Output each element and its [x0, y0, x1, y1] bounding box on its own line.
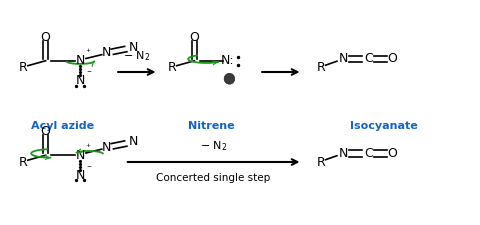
- Text: O: O: [388, 52, 397, 65]
- Text: N: N: [102, 46, 111, 59]
- Text: R: R: [317, 61, 325, 74]
- Text: $-$ N$_2$: $-$ N$_2$: [200, 139, 228, 153]
- Text: R: R: [19, 155, 28, 169]
- Text: R: R: [168, 61, 177, 74]
- Text: R: R: [317, 155, 325, 169]
- Text: N: N: [75, 149, 85, 162]
- Text: N: N: [129, 135, 139, 148]
- Text: $-$ N$_2$: $-$ N$_2$: [123, 49, 151, 63]
- Text: N:: N:: [221, 54, 235, 67]
- Text: N: N: [339, 52, 348, 65]
- Text: C: C: [364, 147, 373, 160]
- Text: O: O: [41, 125, 50, 138]
- Text: R: R: [19, 61, 28, 74]
- Text: O: O: [41, 31, 50, 44]
- Text: $^-$: $^-$: [85, 68, 93, 77]
- Text: N: N: [75, 169, 85, 182]
- Text: Acyl azide: Acyl azide: [31, 121, 94, 131]
- Text: Concerted single step: Concerted single step: [156, 173, 271, 183]
- Text: N: N: [129, 41, 139, 54]
- Ellipse shape: [224, 73, 235, 84]
- Text: C: C: [364, 52, 373, 65]
- Text: $^+$: $^+$: [84, 142, 91, 151]
- Text: N: N: [102, 141, 111, 154]
- Text: Isocyanate: Isocyanate: [350, 121, 418, 131]
- Text: O: O: [190, 31, 199, 44]
- Text: N: N: [75, 74, 85, 88]
- Text: N: N: [75, 54, 85, 67]
- Text: N: N: [339, 147, 348, 160]
- Text: $^+$: $^+$: [84, 48, 91, 57]
- Text: $^-$: $^-$: [85, 162, 93, 171]
- Text: Nitrene: Nitrene: [188, 121, 235, 131]
- Text: O: O: [388, 147, 397, 160]
